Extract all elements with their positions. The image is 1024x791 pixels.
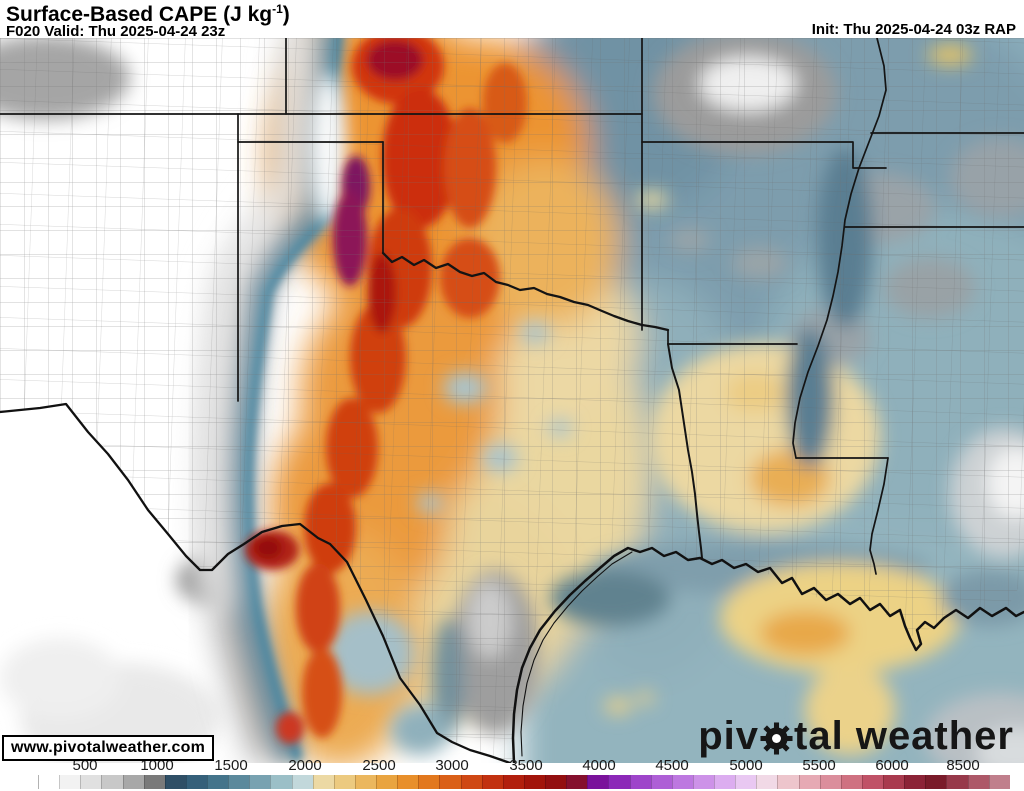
colorbar-cell bbox=[587, 775, 609, 789]
colorbar-cell bbox=[840, 775, 862, 789]
colorbar-cell bbox=[207, 775, 229, 789]
colorbar-tick-label: 4000 bbox=[582, 757, 616, 774]
colorbar-tick-label: 500 bbox=[72, 757, 98, 774]
colorbar-cell bbox=[566, 775, 588, 789]
colorbar-cell bbox=[608, 775, 630, 789]
colorbar-tick-label: 8500 bbox=[946, 757, 980, 774]
colorbar-cell bbox=[714, 775, 736, 789]
logo-text-right: tal weather bbox=[794, 714, 1014, 758]
colorbar-tick-label: 5500 bbox=[802, 757, 836, 774]
colorbar-cell bbox=[861, 775, 883, 789]
colorbar-tick-label: 5000 bbox=[729, 757, 763, 774]
colorbar-cell bbox=[735, 775, 757, 789]
page-title: Surface-Based CAPE (J kg-1) bbox=[6, 2, 290, 27]
colorbar-cell bbox=[439, 775, 461, 789]
colorbar-cell bbox=[671, 775, 693, 789]
colorbar-cell bbox=[354, 775, 376, 789]
colorbar-cell bbox=[291, 775, 313, 789]
init-time-label: Init: Thu 2025-04-24 03z RAP bbox=[811, 21, 1016, 38]
colorbar-tick-label: 3500 bbox=[509, 757, 543, 774]
colorbar-cell bbox=[502, 775, 524, 789]
colorbar-tick-label: 2000 bbox=[288, 757, 322, 774]
colorbar-cell bbox=[523, 775, 545, 789]
colorbar-cell bbox=[122, 775, 144, 789]
gear-icon bbox=[760, 721, 793, 755]
colorbar-cell bbox=[692, 775, 714, 789]
colorbar-cell bbox=[904, 775, 926, 789]
colorbar-cell bbox=[925, 775, 947, 789]
colorbar-cell bbox=[798, 775, 820, 789]
colorbar-cell bbox=[545, 775, 567, 789]
colorbar-cell bbox=[143, 775, 165, 789]
colorbar-cell bbox=[946, 775, 968, 789]
title-close: ) bbox=[282, 3, 290, 26]
colorbar-cell bbox=[756, 775, 778, 789]
colorbar-tick-label: 1500 bbox=[214, 757, 248, 774]
colorbar-cell bbox=[397, 775, 419, 789]
colorbar-cell bbox=[418, 775, 440, 789]
colorbar-cell bbox=[629, 775, 651, 789]
title-text: Surface-Based CAPE (J kg bbox=[6, 3, 273, 26]
colorbar-cell bbox=[967, 775, 989, 789]
logo-text-left: piv bbox=[698, 714, 760, 758]
coastline bbox=[0, 402, 1024, 765]
colorbar-cell bbox=[481, 775, 503, 789]
state-borders bbox=[0, 37, 1024, 575]
colorbar-cell bbox=[650, 775, 672, 789]
colorbar-cell bbox=[38, 775, 60, 789]
colorbar-cell bbox=[460, 775, 482, 789]
colorbar-cell bbox=[819, 775, 841, 789]
valid-time-label: F020 Valid: Thu 2025-04-24 23z bbox=[6, 23, 226, 40]
colorbar-tick-labels: 500 1000 1500 2000 2500 3000 3500 4000 4500 5000 5… bbox=[0, 757, 1024, 774]
colorbar-cell bbox=[333, 775, 355, 789]
colorbar-cell bbox=[883, 775, 905, 789]
colorbar-cell bbox=[164, 775, 186, 789]
colorbar-cell bbox=[376, 775, 398, 789]
colorbar-cell bbox=[249, 775, 271, 789]
title-superscript: -1 bbox=[272, 2, 283, 16]
colorbar-cell bbox=[228, 775, 250, 789]
colorbar-cell bbox=[101, 775, 123, 789]
colorbar-cell bbox=[270, 775, 292, 789]
watermark-box: www.pivotalweather.com bbox=[2, 735, 214, 761]
watermark-url: www.pivotalweather.com bbox=[10, 739, 206, 756]
colorbar-tick-label: 6000 bbox=[875, 757, 909, 774]
colorbar-tick-label: 3000 bbox=[435, 757, 469, 774]
colorbar-tick-label: 4500 bbox=[655, 757, 689, 774]
colorbar-tick-label: 2500 bbox=[362, 757, 396, 774]
colorbar-cell bbox=[185, 775, 207, 789]
colorbar-cell bbox=[988, 775, 1010, 789]
pivotalweather-logo: piv tal weather bbox=[698, 716, 1014, 756]
colorbar-tick-label: 1000 bbox=[140, 757, 174, 774]
header: Surface-Based CAPE (J kg-1) F020 Valid: … bbox=[0, 0, 1024, 40]
colorbar-cell bbox=[777, 775, 799, 789]
colorbar-cell bbox=[312, 775, 334, 789]
colorbar-cell bbox=[80, 775, 102, 789]
colorbar bbox=[38, 775, 1010, 789]
colorbar-cell bbox=[59, 775, 81, 789]
